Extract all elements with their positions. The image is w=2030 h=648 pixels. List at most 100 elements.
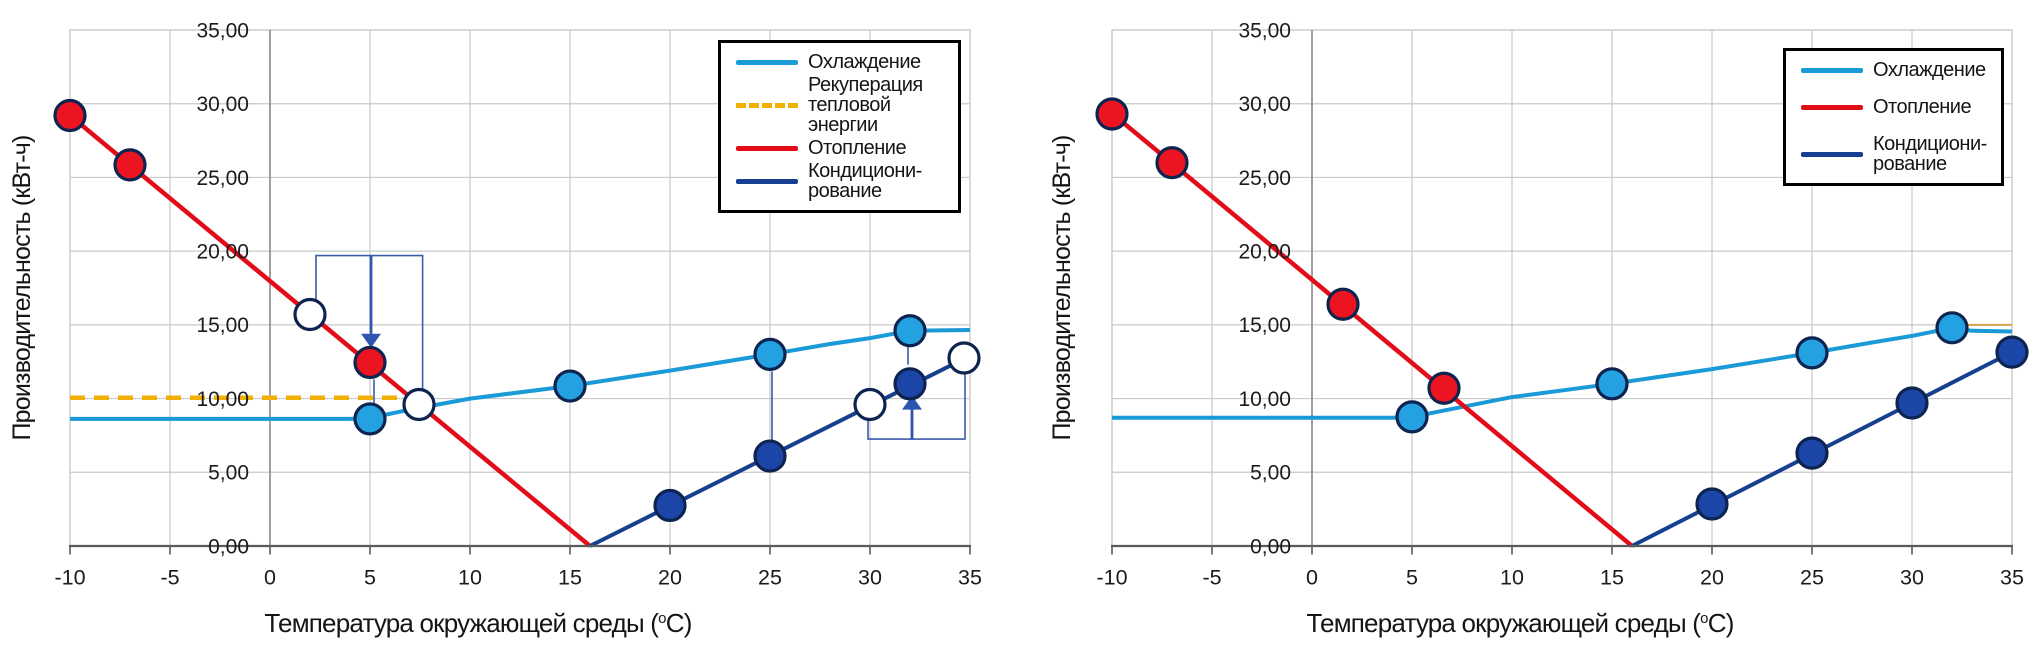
legend-label-line: рование	[808, 180, 882, 202]
data-point-conditioning-points	[753, 439, 787, 473]
data-point-heating-points	[1326, 287, 1360, 321]
legend-swatch-line	[736, 59, 798, 65]
data-point-heating-points	[1155, 146, 1189, 180]
degree-sup-left: о	[658, 610, 666, 627]
data-point-cooling-points	[553, 369, 587, 403]
y-tick-label: 5,00	[208, 462, 249, 485]
x-tick-label: 35	[958, 566, 982, 590]
y-tick-label: 15,00	[196, 314, 249, 337]
legend-label: Охлаждение	[808, 52, 921, 72]
x-tick-label: -5	[1202, 566, 1221, 590]
data-point-result-points	[947, 341, 981, 375]
legend-swatch-line	[736, 102, 798, 108]
x-tick-label: 25	[758, 566, 782, 590]
degree-sup-right: о	[1700, 610, 1708, 627]
x-axis-title-right: Температура окружающей среды (оС)	[1170, 608, 1870, 639]
x-axis-title-left-pre: Температура окружающей среды (	[264, 608, 659, 638]
x-axis-title-right-post: С)	[1707, 608, 1735, 638]
annotation-bracket	[867, 371, 966, 440]
legend-swatch-line	[1801, 151, 1863, 157]
data-point-conditioning-points	[1695, 487, 1729, 521]
legend-label-line: Охлаждение	[1873, 59, 1986, 81]
x-tick-label: -5	[160, 566, 179, 590]
legend-label-line: Рекуперация	[808, 74, 923, 96]
data-point-heating-points	[1095, 97, 1129, 131]
legend-label-line: Кондициони-	[808, 160, 922, 182]
x-axis-title-right-pre: Температура окружающей среды (	[1306, 608, 1701, 638]
legend-label-line: энергии	[808, 114, 878, 136]
data-point-cooling-points	[753, 337, 787, 371]
legend-item: Охлаждение	[736, 52, 950, 72]
x-tick-label: -10	[54, 566, 85, 590]
y-tick-label: 10,00	[196, 388, 249, 411]
x-tick-label: 20	[1700, 566, 1724, 590]
legend-swatch-line	[1801, 104, 1863, 110]
legend-item: Рекуперация тепловой энергии	[736, 75, 950, 135]
x-tick-label: 25	[1800, 566, 1824, 590]
series-line-Отопление	[1110, 111, 1634, 548]
arrow-down-icon	[361, 333, 381, 348]
legend-item: Кондициони-рование	[1801, 134, 1993, 174]
legend-item: Отопление	[1801, 97, 1993, 117]
y-tick-label: 0,00	[208, 535, 249, 558]
x-tick-label: 15	[1600, 566, 1624, 590]
legend-label: Рекуперация тепловой энергии	[808, 75, 923, 135]
legend-label-line: Отопление	[808, 137, 907, 159]
data-point-cooling-points	[893, 314, 927, 348]
data-point-cooling-points	[1395, 400, 1429, 434]
y-tick-label: 20,00	[1238, 240, 1291, 263]
data-point-heating-points	[1427, 371, 1461, 405]
legend-label-line: Отопление	[1873, 96, 1972, 118]
data-point-cooling-points	[1795, 336, 1829, 370]
data-point-conditioning-points	[1795, 436, 1829, 470]
y-tick-label: 20,00	[196, 240, 249, 263]
data-point-heating-points	[113, 148, 147, 182]
x-tick-label: 30	[858, 566, 882, 590]
data-point-conditioning-points	[653, 488, 687, 523]
series-line-Отопление	[68, 113, 592, 548]
legend-label-line: Кондициони-	[1873, 133, 1987, 155]
legend-item: Кондициони-рование	[736, 161, 950, 201]
data-point-result-points	[853, 387, 887, 422]
y-tick-label: 25,00	[196, 167, 249, 190]
legend-label: Отопление	[808, 137, 907, 159]
data-point-cooling-points	[1595, 367, 1629, 401]
legend-label: Кондициони-рование	[1873, 134, 1987, 174]
data-point-conditioning-points	[893, 367, 927, 401]
y-tick-label: 35,00	[1238, 19, 1291, 42]
data-point-conditioning-points	[1995, 335, 2029, 369]
y-tick-label: 25,00	[1238, 167, 1291, 190]
x-axis-title-left-post: С)	[665, 608, 693, 638]
y-tick-label: 5,00	[1250, 462, 1291, 485]
x-tick-label: 5	[364, 566, 376, 590]
x-tick-label: 15	[558, 566, 582, 590]
y-axis-title-left: Производительность (кВт-ч)	[7, 30, 37, 546]
data-point-result-points	[293, 297, 327, 332]
y-tick-label: 0,00	[1250, 535, 1291, 558]
legend-swatch-line	[736, 178, 798, 184]
legend-label: Кондициони-рование	[808, 161, 922, 201]
x-tick-label: 35	[2000, 566, 2024, 590]
y-axis-title-right: Производительность (кВт-ч)	[1047, 30, 1077, 546]
y-axis-title-right-text: Производительность (кВт-ч)	[1048, 135, 1076, 441]
legend-item: Охлаждение	[1801, 60, 1993, 80]
data-point-cooling-points	[353, 402, 387, 436]
data-point-heating-points	[353, 345, 387, 380]
legend-swatch-line	[1801, 67, 1863, 73]
data-point-conditioning-points	[1895, 386, 1929, 420]
y-tick-label: 35,00	[196, 19, 249, 42]
data-point-result-points	[402, 387, 436, 422]
x-tick-label: 0	[1306, 566, 1318, 590]
data-point-heating-points	[53, 98, 87, 133]
legend-right: Охлаждение Отопление Кондициони-рование	[1783, 48, 2004, 186]
y-tick-label: 30,00	[196, 93, 249, 116]
legend-item: Отопление	[736, 138, 950, 158]
legend-label-line: рование	[1873, 153, 1947, 175]
legend-label-line: Охлаждение	[808, 51, 921, 73]
legend-label: Отопление	[1873, 96, 1972, 118]
x-tick-label: 10	[1500, 566, 1524, 590]
y-tick-label: 15,00	[1238, 314, 1291, 337]
arrow-up-icon	[902, 395, 922, 410]
